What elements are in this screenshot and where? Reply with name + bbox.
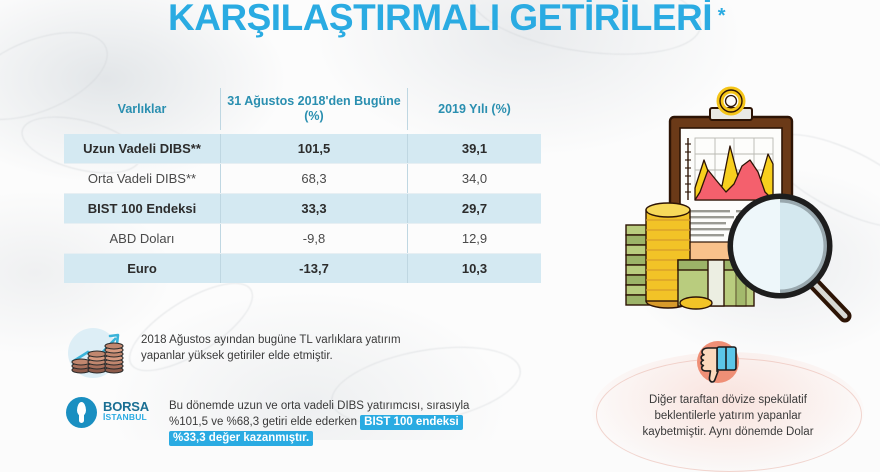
cell-2019: 10,3: [461, 261, 488, 276]
cell-asset: Euro: [127, 261, 157, 276]
table-row: Uzun Vadeli DIBS** 101,5 39,1: [64, 134, 541, 163]
cell-since-aug-2018: 68,3: [220, 164, 408, 193]
page-title: KARŞILAŞTIRMALI GETİRİLERİ *: [167, 0, 726, 40]
comparative-returns-table: Varlıklar 31 Ağustos 2018'den Bugüne (%)…: [64, 84, 541, 283]
note-bist-part1: Bu dönemde uzun ve orta vadeli DIBS yatı…: [169, 400, 470, 428]
cell-asset: BIST 100 Endeksi: [87, 201, 197, 216]
row-separator: [64, 163, 541, 164]
borsa-logo-line2: İSTANBUL: [103, 412, 147, 422]
note-bist: BORSA İSTANBUL Bu dönemde uzun ve orta v…: [66, 392, 469, 446]
borsa-istanbul-logo: BORSA İSTANBUL: [66, 392, 158, 432]
note-growth-text: 2018 Ağustos ayından bugüne TL varlıklar…: [141, 334, 401, 362]
cell-asset: Orta Vadeli DIBS**: [87, 171, 197, 186]
cell-2019: 29,7: [461, 201, 488, 216]
borsa-tulip-icon: [66, 396, 97, 428]
cell-since-aug-2018: 101,5: [220, 134, 408, 163]
title-container: KARŞILAŞTIRMALI GETİRİLERİ *: [0, 0, 880, 40]
cell-asset: ABD Doları: [109, 231, 175, 246]
table-row: Euro -13,7 10,3: [64, 254, 541, 283]
finance-illustration: [600, 60, 880, 332]
table-row: BIST 100 Endeksi 33,3 29,7: [64, 194, 541, 223]
coins-growth-icon: [66, 326, 130, 378]
note-bist-text: Bu dönemde uzun ve orta vadeli DIBS yatı…: [169, 392, 469, 446]
column-header-assets: Varlıklar: [117, 101, 167, 116]
cell-2019: 39,1: [461, 141, 488, 156]
column-header-2019: 2019 Yılı (%): [438, 101, 511, 116]
row-separator: [64, 193, 541, 194]
table-row: Orta Vadeli DIBS** 68,3 34,0: [64, 164, 541, 193]
row-separator: [64, 253, 541, 254]
borsa-logo-text: BORSA İSTANBUL: [103, 399, 149, 423]
row-separator: [64, 223, 541, 224]
right-caption-text: Diğer taraftan dövize spekülatif beklent…: [642, 394, 814, 438]
page-title-text: KARŞILAŞTIRMALI GETİRİLERİ: [167, 0, 713, 38]
cell-2019: 12,9: [461, 231, 488, 246]
note-bist-part2: %33,3 değer kazanmıştır.: [169, 431, 314, 446]
thumbs-down-icon: [689, 336, 743, 390]
cell-since-aug-2018: -9,8: [220, 224, 408, 253]
cell-since-aug-2018: 33,3: [220, 194, 408, 223]
column-header-since-aug-2018: 31 Ağustos 2018'den Bugüne (%): [220, 88, 408, 130]
note-growth: 2018 Ağustos ayından bugüne TL varlıklar…: [66, 326, 401, 378]
cell-asset: Uzun Vadeli DIBS**: [83, 141, 201, 156]
borsa-logo-line1: BORSA: [103, 399, 149, 414]
cell-since-aug-2018: -13,7: [220, 254, 408, 283]
table-header-row: Varlıklar 31 Ağustos 2018'den Bugüne (%)…: [64, 84, 541, 134]
title-asterisk: *: [717, 5, 726, 27]
cell-2019: 34,0: [461, 171, 488, 186]
bist-highlight-badge: BIST 100 endeksi: [360, 415, 463, 430]
table-row: ABD Doları -9,8 12,9: [64, 224, 541, 253]
